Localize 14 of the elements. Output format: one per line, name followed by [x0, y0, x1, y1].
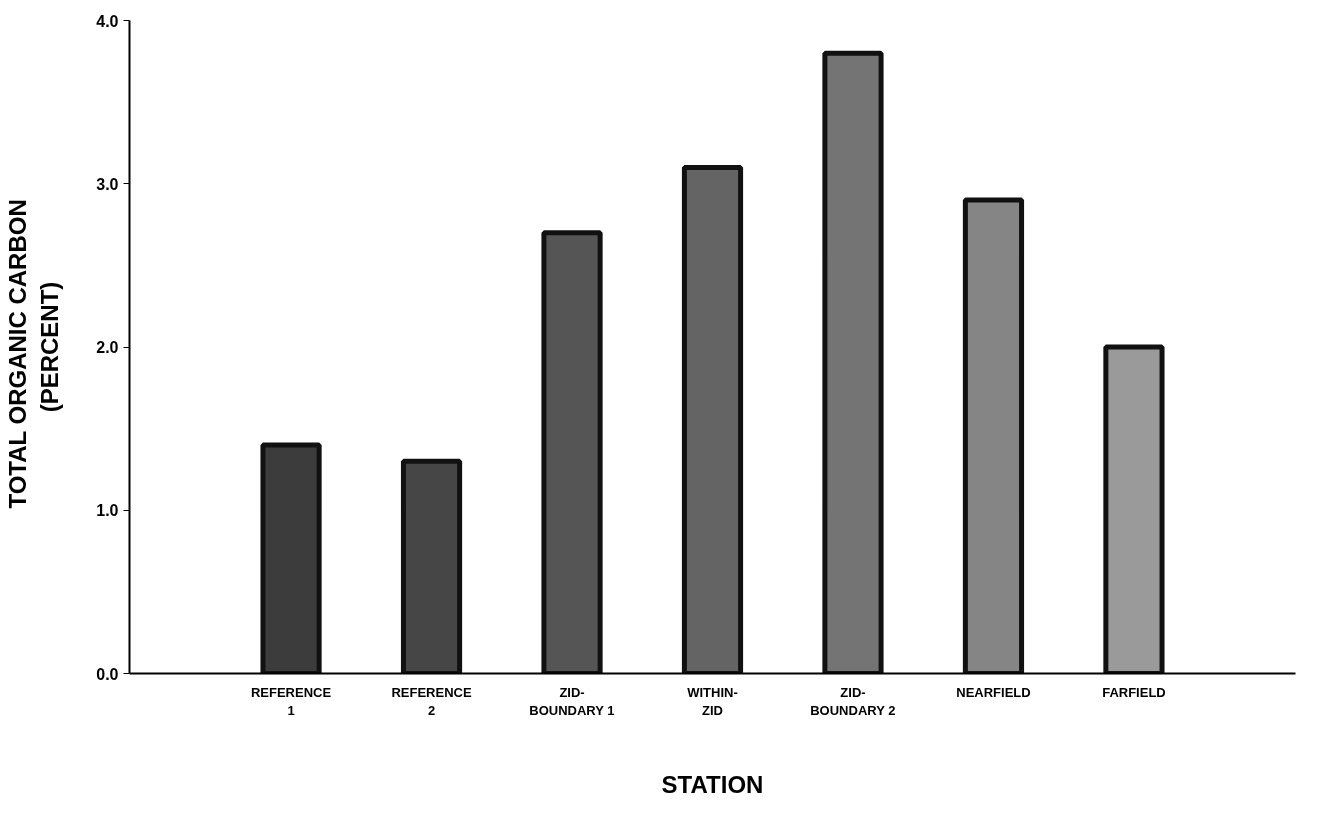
x-axis-title: STATION — [661, 770, 764, 798]
x-tick-label: REFERENCE 2 — [391, 684, 472, 718]
y-tick-label: 3.0 — [96, 175, 119, 193]
y-tick-label: 1.0 — [96, 502, 119, 520]
x-tick-label: ZID- BOUNDARY 1 — [529, 684, 615, 718]
x-tick-label: NEARFIELD — [956, 684, 1031, 700]
y-tick-label: 0.0 — [96, 665, 119, 683]
x-tick-label: REFERENCE 1 — [250, 684, 332, 718]
y-axis-title: TOTAL ORGANIC CARBON (PERCENT) — [3, 199, 64, 509]
x-tick-label: WITHIN- ZID — [687, 684, 738, 718]
x-tick-label: FARFIELD — [1102, 684, 1166, 700]
x-tick-label: ZID- BOUNDARY 2 — [810, 684, 896, 718]
y-tick-label: 2.0 — [96, 339, 119, 356]
y-tick-label: 4.0 — [96, 12, 119, 30]
